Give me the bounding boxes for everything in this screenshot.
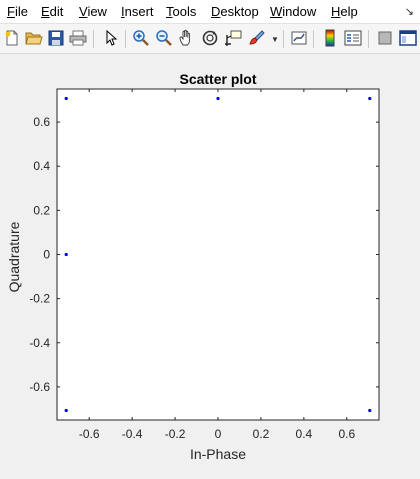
data-point [64, 408, 68, 413]
menu-tools[interactable]: Tools [166, 4, 197, 19]
data-cursor-icon[interactable] [223, 28, 243, 48]
x-tick-label: -0.2 [165, 427, 186, 441]
data-point [368, 96, 372, 101]
zoom-out-icon[interactable] [154, 28, 174, 48]
x-tick-label: 0.6 [338, 427, 355, 441]
show-plot-tools-icon[interactable] [398, 28, 418, 48]
x-tick-label: 0 [215, 427, 222, 441]
data-point [64, 96, 68, 101]
scatter-chart: -0.6 -0.4 -0.2 0 0.2 0.4 0.6 -0.6 -0.4 -0.2 0 0.2 0.… [6, 71, 380, 462]
hide-plot-tools-icon[interactable] [375, 28, 395, 48]
open-file-icon[interactable] [24, 28, 44, 48]
select-arrow-icon[interactable] [101, 28, 121, 48]
axes-box [56, 88, 380, 421]
data-point [216, 96, 220, 101]
y-tick-label: 0.2 [33, 203, 50, 217]
x-tick-label: 0.2 [253, 427, 270, 441]
data-point [368, 408, 372, 413]
chart-title: Scatter plot [179, 71, 256, 87]
rotate-3d-icon[interactable] [200, 28, 220, 48]
zoom-in-icon[interactable] [131, 28, 151, 48]
y-tick-label: -0.6 [29, 380, 50, 394]
toolbar-separator [313, 30, 314, 48]
menu-view[interactable]: View [79, 4, 107, 19]
x-tick-label: 0.4 [296, 427, 313, 441]
toolbar-separator [283, 30, 284, 48]
colorbar-icon[interactable] [320, 28, 340, 48]
y-tick-label: 0.4 [33, 159, 50, 173]
toolbar-separator [368, 30, 369, 48]
figure-toolbar: ▼ [0, 24, 420, 54]
y-tick-label: -0.4 [29, 336, 50, 350]
y-tick-label: 0.6 [33, 115, 50, 129]
new-figure-icon[interactable] [2, 28, 22, 48]
y-axis-label: Quadrature [6, 221, 22, 292]
y-tick-label: 0 [43, 248, 50, 262]
menu-file[interactable]: File [7, 4, 28, 19]
x-tick-label: -0.6 [79, 427, 100, 441]
toolbar-separator [125, 30, 126, 48]
menu-help[interactable]: Help [331, 4, 358, 19]
arrow-icon[interactable]: ↘ [404, 6, 414, 18]
x-axis-label: In-Phase [190, 446, 246, 462]
brush-dropdown-icon[interactable]: ▼ [271, 35, 279, 44]
menu-bar: File Edit View Insert Tools Desktop Wind… [0, 0, 420, 24]
x-tick-label: -0.4 [122, 427, 143, 441]
menu-window[interactable]: Window [270, 4, 317, 19]
figure-canvas[interactable]: -0.6 -0.4 -0.2 0 0.2 0.4 0.6 -0.6 -0.4 -0.2 0 0.2 0.… [0, 55, 420, 474]
data-point [64, 252, 68, 257]
menu-insert[interactable]: Insert [121, 4, 154, 19]
menu-desktop[interactable]: Desktop [211, 4, 259, 19]
brush-icon[interactable] [247, 28, 267, 48]
print-icon[interactable] [68, 28, 88, 48]
link-plot-icon[interactable] [289, 28, 309, 48]
pan-icon[interactable] [177, 28, 197, 48]
menu-edit[interactable]: Edit [41, 4, 64, 19]
toolbar-separator [93, 30, 94, 48]
legend-icon[interactable] [343, 28, 363, 48]
save-icon[interactable] [46, 28, 66, 48]
y-tick-label: -0.2 [29, 292, 50, 306]
